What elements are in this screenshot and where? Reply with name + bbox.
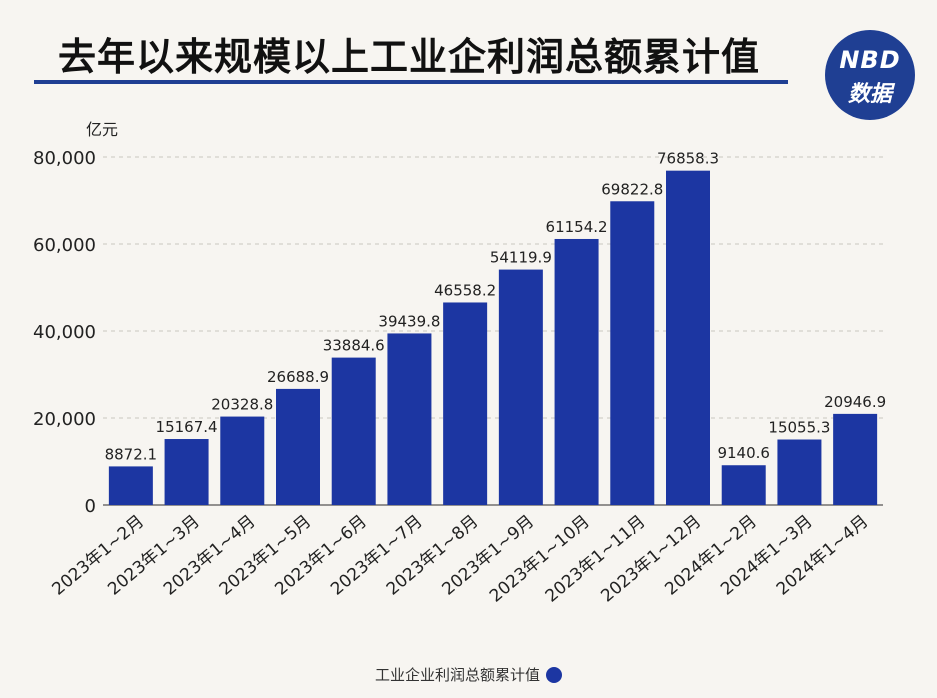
bar: [276, 388, 320, 505]
bar-value-label: 20328.8: [211, 396, 273, 414]
bar-value-label: 8872.1: [105, 445, 158, 463]
bar: [108, 466, 153, 505]
bar: [777, 439, 822, 505]
bar: [721, 465, 766, 505]
y-tick-label: 80,000: [33, 148, 96, 169]
bar-value-label: 26688.9: [267, 368, 329, 386]
bar: [666, 170, 710, 506]
bar-value-label: 20946.9: [824, 393, 886, 411]
bars: [108, 170, 878, 506]
bar-value-label: 9140.6: [717, 444, 770, 462]
bar-value-label: 61154.2: [546, 218, 608, 236]
logo-text-bottom: 数据: [847, 82, 892, 107]
bar: [610, 201, 655, 505]
x-tick-label: 2023年1~11月: [542, 512, 650, 607]
x-tick-label: 2023年1~12月: [597, 512, 705, 607]
value-labels: 8872.1 15167.4 20328.8 26688.9 33884.6 39439.…: [105, 150, 887, 464]
bar-chart: 亿元 0 20,000 40,000 60,000 80,000 8872.1 15167…: [33, 120, 887, 607]
bar: [443, 302, 488, 505]
y-axis-unit: 亿元: [86, 120, 118, 139]
bar: [833, 413, 878, 505]
bar-value-label: 46558.2: [434, 281, 496, 299]
legend: 工业企业利润总额累计值: [0, 664, 937, 685]
y-tick-label: 40,000: [33, 322, 96, 343]
logo-text-top: NBD: [839, 46, 901, 74]
title-underline: [34, 80, 788, 84]
bar: [554, 238, 599, 505]
bar: [387, 333, 432, 505]
bar: [164, 439, 209, 505]
nbd-logo: NBD 数据: [825, 30, 915, 120]
bar-value-label: 54119.9: [490, 249, 552, 267]
x-tick-label: 2023年1~10月: [486, 512, 594, 607]
bar: [331, 357, 376, 505]
y-axis-ticks: 0 20,000 40,000 60,000 80,000: [33, 148, 96, 517]
bar-value-label: 76858.3: [657, 150, 719, 168]
y-tick-label: 0: [85, 496, 96, 517]
y-tick-label: 60,000: [33, 235, 96, 256]
bar: [220, 416, 265, 505]
legend-swatch: [546, 667, 562, 683]
bar-value-label: 39439.8: [378, 312, 440, 330]
legend-label: 工业企业利润总额累计值: [374, 666, 540, 684]
bar-value-label: 69822.8: [601, 180, 663, 198]
chart-title: 去年以来规模以上工业企利润总额累计值: [58, 35, 761, 79]
bar-value-label: 15167.4: [156, 418, 218, 436]
bar-value-label: 15055.3: [768, 419, 830, 437]
bar-value-label: 33884.6: [323, 337, 385, 355]
bar: [498, 269, 543, 505]
x-axis-labels: 2023年1~2月2023年1~3月2023年1~4月2023年1~5月2023…: [49, 512, 873, 607]
y-tick-label: 20,000: [33, 409, 96, 430]
x-tick-label: 2023年1~2月: [49, 512, 149, 600]
